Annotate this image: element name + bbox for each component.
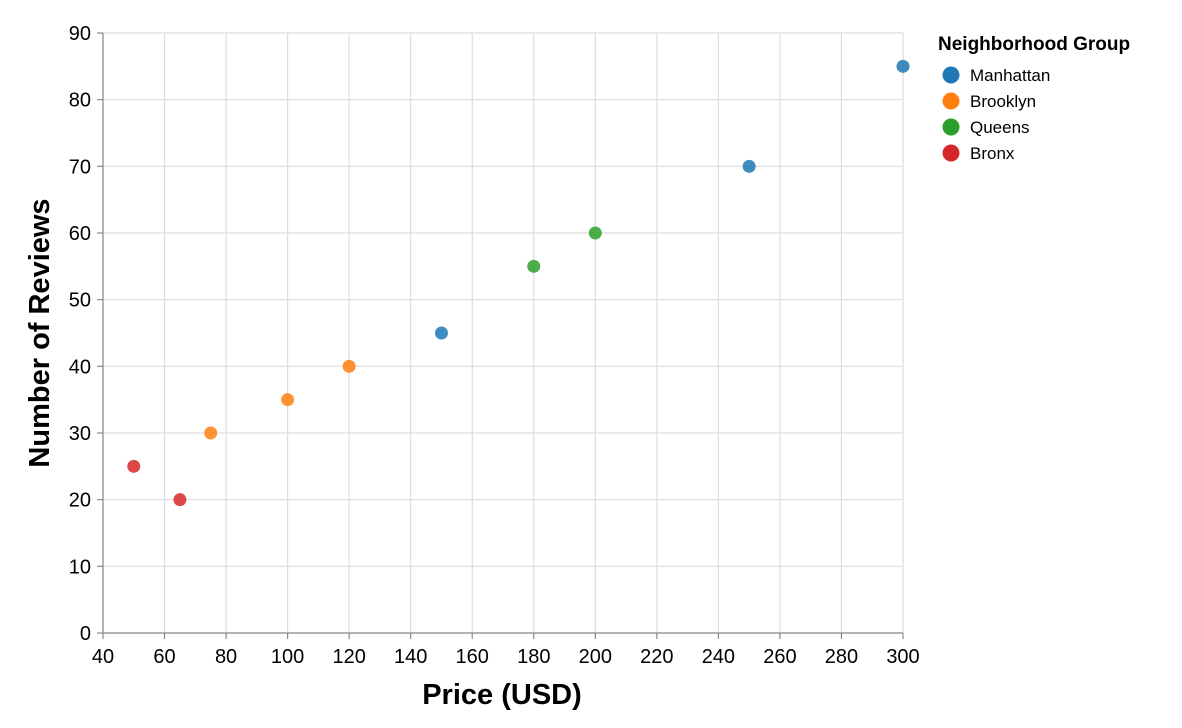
- data-point-bronx: [127, 459, 141, 473]
- y-tick-label: 50: [69, 290, 91, 312]
- data-point-bronx: [173, 493, 187, 507]
- data-point-queens: [588, 226, 602, 240]
- x-tick-label: 120: [332, 646, 365, 668]
- legend-label-queens: Queens: [970, 118, 1030, 137]
- data-point-brooklyn: [281, 393, 295, 407]
- x-tick-label: 260: [763, 646, 796, 668]
- y-tick-label: 60: [69, 223, 91, 245]
- data-point-manhattan: [896, 59, 910, 73]
- legend-label-brooklyn: Brooklyn: [970, 92, 1036, 111]
- data-point-brooklyn: [342, 359, 356, 373]
- y-tick-label: 20: [69, 490, 91, 512]
- y-tick-label: 90: [69, 23, 91, 45]
- legend-swatch-queens: [942, 118, 960, 136]
- x-tick-label: 40: [92, 646, 114, 668]
- y-axis-title: Number of Reviews: [24, 198, 56, 467]
- legend-swatch-brooklyn: [942, 92, 960, 110]
- x-axis-title: Price (USD): [422, 679, 582, 711]
- x-tick-label: 280: [825, 646, 858, 668]
- y-tick-label: 70: [69, 156, 91, 178]
- data-points: [127, 59, 910, 507]
- y-tick-label: 30: [69, 423, 91, 445]
- legend-label-manhattan: Manhattan: [970, 66, 1050, 85]
- y-tick-label: 40: [69, 356, 91, 378]
- legend-swatch-manhattan: [942, 66, 960, 84]
- x-tick-label: 220: [640, 646, 673, 668]
- x-tick-label: 80: [215, 646, 237, 668]
- legend-swatch-bronx: [942, 144, 960, 162]
- x-tick-label: 300: [886, 646, 919, 668]
- data-point-queens: [527, 259, 541, 273]
- legend: Neighborhood Group Manhattan Brooklyn Quee…: [938, 34, 1130, 163]
- data-point-manhattan: [434, 326, 448, 340]
- data-point-manhattan: [742, 159, 756, 173]
- grid: [102, 32, 904, 634]
- data-point-brooklyn: [204, 426, 218, 440]
- legend-label-bronx: Bronx: [970, 144, 1015, 163]
- y-tick-label: 0: [80, 623, 91, 645]
- axes: 40 60 80 100 120 140 160 180 200 220 240 260 280 300 0…: [69, 23, 920, 668]
- x-tick-label: 160: [456, 646, 489, 668]
- x-tick-label: 60: [153, 646, 175, 668]
- x-tick-label: 200: [579, 646, 612, 668]
- x-tick-label: 240: [702, 646, 735, 668]
- legend-title: Neighborhood Group: [938, 34, 1130, 55]
- y-tick-label: 10: [69, 556, 91, 578]
- x-tick-label: 180: [517, 646, 550, 668]
- x-tick-label: 100: [271, 646, 304, 668]
- x-tick-label: 140: [394, 646, 427, 668]
- y-tick-label: 80: [69, 90, 91, 112]
